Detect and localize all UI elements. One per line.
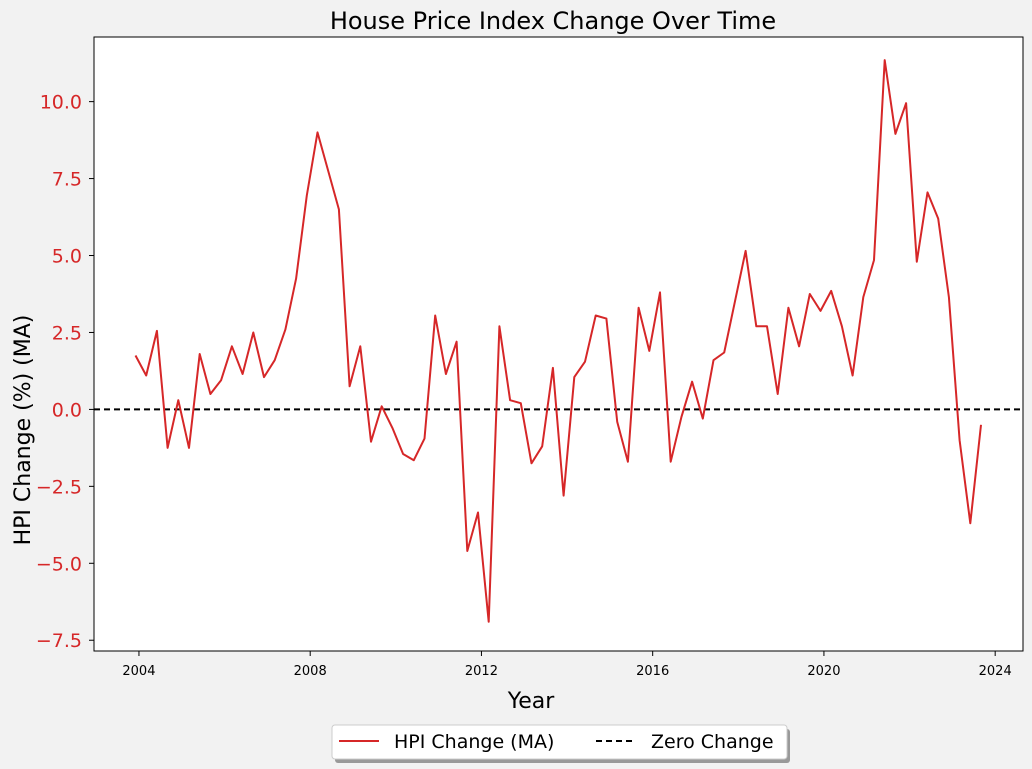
x-tick-label: 2008 [294, 664, 327, 679]
y-tick-label: 2.5 [52, 322, 82, 344]
plot-area [94, 37, 1023, 651]
series-layer [134, 59, 982, 623]
y-tick-label: −2.5 [36, 476, 82, 498]
y-tick-label: −7.5 [36, 630, 82, 652]
y-tick-label: 10.0 [40, 92, 82, 114]
y-axis-ticks: −7.5 −5.0 −2.5 0.0 2.5 5.0 7.5 10.0 [36, 92, 94, 652]
hpi-change-line [134, 59, 982, 623]
legend-label-zero: Zero Change [651, 731, 774, 753]
x-tick-label: 2004 [122, 664, 155, 679]
x-tick-label: 2012 [465, 664, 498, 679]
legend-box [331, 724, 788, 760]
y-tick-label: 0.0 [52, 399, 82, 421]
plot-frame [93, 36, 1024, 652]
x-tick-label: 2020 [807, 664, 840, 679]
y-tick-label: 5.0 [52, 246, 82, 268]
x-axis-label: Year [507, 689, 556, 714]
chart-title: House Price Index Change Over Time [330, 7, 776, 35]
legend-label-hpi: HPI Change (MA) [394, 731, 554, 753]
x-tick-label: 2016 [636, 664, 669, 679]
y-axis-label: HPI Change (%) (MA) [11, 315, 36, 546]
y-tick-label: 7.5 [52, 169, 82, 191]
x-axis-ticks: 2004 2008 2012 2016 2020 2024 [122, 651, 1012, 679]
y-tick-label: −5.0 [36, 553, 82, 575]
x-tick-label: 2024 [979, 664, 1012, 679]
legend: HPI Change (MA) Zero Change [331, 724, 790, 763]
